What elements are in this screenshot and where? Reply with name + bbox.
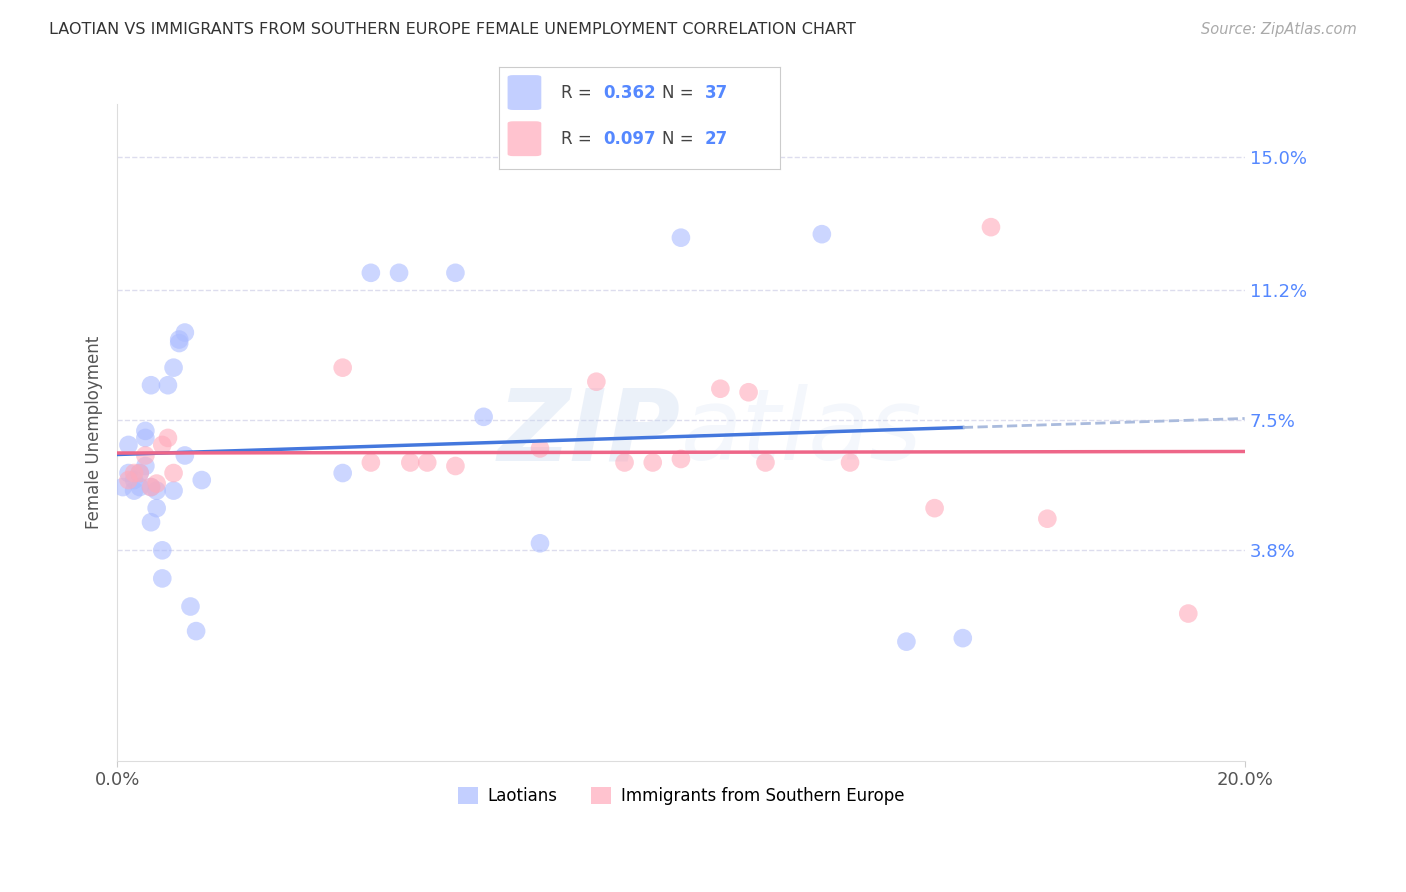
Text: LAOTIAN VS IMMIGRANTS FROM SOUTHERN EUROPE FEMALE UNEMPLOYMENT CORRELATION CHART: LAOTIAN VS IMMIGRANTS FROM SOUTHERN EURO…	[49, 22, 856, 37]
Point	[134, 424, 156, 438]
Point	[360, 455, 382, 469]
Point	[811, 227, 834, 242]
Point	[472, 409, 495, 424]
FancyBboxPatch shape	[508, 75, 541, 110]
Point	[444, 266, 467, 280]
Text: 37: 37	[704, 84, 728, 102]
Point	[122, 483, 145, 498]
Point	[1177, 607, 1199, 621]
Point	[669, 452, 692, 467]
Point	[139, 480, 162, 494]
Point	[924, 501, 946, 516]
Point	[167, 336, 190, 351]
Point	[529, 442, 551, 456]
Text: Source: ZipAtlas.com: Source: ZipAtlas.com	[1201, 22, 1357, 37]
Point	[117, 466, 139, 480]
Point	[128, 466, 150, 480]
Point	[162, 466, 184, 480]
Point	[416, 455, 439, 469]
Text: ZIP: ZIP	[498, 384, 681, 481]
Point	[134, 431, 156, 445]
Text: atlas: atlas	[681, 384, 922, 481]
Y-axis label: Female Unemployment: Female Unemployment	[86, 336, 103, 529]
Point	[952, 631, 974, 645]
Point	[117, 473, 139, 487]
Point	[150, 571, 173, 585]
Point	[754, 455, 776, 469]
Point	[145, 501, 167, 516]
Point	[332, 360, 354, 375]
Point	[444, 458, 467, 473]
Point	[167, 333, 190, 347]
Point	[529, 536, 551, 550]
Point	[613, 455, 636, 469]
Point	[150, 438, 173, 452]
Point	[139, 378, 162, 392]
Text: R =: R =	[561, 129, 598, 148]
Text: N =: N =	[662, 129, 699, 148]
Point	[139, 515, 162, 529]
Text: R =: R =	[561, 84, 598, 102]
Point	[399, 455, 422, 469]
Point	[1036, 512, 1059, 526]
Point	[117, 438, 139, 452]
Point	[139, 480, 162, 494]
Point	[145, 476, 167, 491]
Point	[122, 473, 145, 487]
Text: 0.362: 0.362	[603, 84, 655, 102]
Point	[156, 431, 179, 445]
Point	[173, 326, 195, 340]
Point	[145, 483, 167, 498]
Text: N =: N =	[662, 84, 699, 102]
Point	[896, 634, 918, 648]
Point	[128, 466, 150, 480]
Point	[839, 455, 862, 469]
Point	[162, 360, 184, 375]
Point	[150, 543, 173, 558]
Point	[585, 375, 607, 389]
Point	[360, 266, 382, 280]
Point	[737, 385, 759, 400]
Point	[156, 378, 179, 392]
Point	[134, 449, 156, 463]
Point	[709, 382, 731, 396]
Point	[388, 266, 411, 280]
Text: 0.097: 0.097	[603, 129, 655, 148]
Legend: Laotians, Immigrants from Southern Europe: Laotians, Immigrants from Southern Europ…	[451, 780, 911, 812]
Point	[173, 449, 195, 463]
Point	[111, 480, 134, 494]
Point	[122, 466, 145, 480]
Point	[669, 230, 692, 244]
Point	[128, 480, 150, 494]
Point	[134, 458, 156, 473]
Point	[162, 483, 184, 498]
Point	[179, 599, 201, 614]
Text: 27: 27	[704, 129, 728, 148]
Point	[641, 455, 664, 469]
FancyBboxPatch shape	[508, 121, 541, 156]
Point	[980, 220, 1002, 235]
Point	[184, 624, 207, 639]
Point	[190, 473, 212, 487]
Point	[332, 466, 354, 480]
